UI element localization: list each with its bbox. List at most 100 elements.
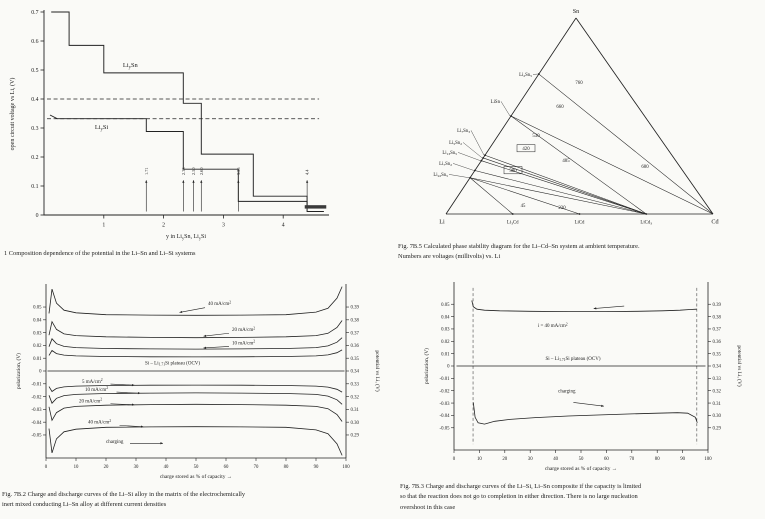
right-axis-label: potential vs Li, (V): [374, 350, 381, 392]
arrow-head: [593, 307, 597, 310]
voltage-label: 420: [522, 147, 530, 152]
right-tick-label: 0.36: [351, 344, 360, 349]
x-tick-label: 40: [553, 457, 558, 462]
y-tick-label: 0.4: [31, 97, 38, 103]
tie-line: [469, 177, 513, 215]
tie-line: [483, 157, 647, 215]
y-tick-label: 0.5: [31, 68, 38, 74]
left-tick-label: 0.02: [33, 344, 42, 349]
tie-line: [481, 160, 647, 215]
corner-label-sn: Sn: [573, 8, 580, 15]
scan-edge-bar: [304, 205, 327, 209]
curve-label: Si – Li1.71Si plateau (OCV): [545, 357, 600, 362]
arrow-head: [160, 442, 163, 445]
voltage-label: 380: [509, 169, 517, 174]
x-tick-label: 100: [342, 465, 350, 470]
series-discharge-40: [471, 300, 697, 312]
x-tick-label: 100: [704, 457, 712, 462]
left-tick-label: -0.04: [440, 414, 451, 419]
fig-7b3-caption: Fig. 7B.3 Charge and discharge curves of…: [398, 482, 764, 513]
series-label: LiySn: [123, 62, 139, 71]
arrow-head: [179, 310, 183, 314]
y-axis-label: open circuit voltage vs Li, (V): [9, 78, 16, 151]
series-charge-40: [48, 426, 343, 456]
left-tick-label: 0.02: [441, 340, 450, 345]
x-tick-label: 40: [164, 465, 169, 470]
corner-label-li: Li: [439, 219, 445, 226]
composition-marker-label: 2.60: [199, 167, 204, 175]
phase-point: [511, 213, 514, 215]
right-tick-label: 0.31: [351, 408, 360, 413]
x-axis-label: charge stored as % of capacity →: [160, 473, 232, 480]
series-charge-20: [48, 403, 343, 422]
x-tick-label: 3: [222, 223, 225, 229]
phase-label: Li22Sn5: [433, 173, 448, 178]
y-tick-label: 0.2: [31, 155, 38, 161]
right-tick-label: 0.37: [351, 331, 360, 336]
phase-point: [484, 154, 486, 157]
arrow-head: [145, 180, 148, 183]
y-tick-label: 0: [36, 213, 39, 219]
arrow-head: [192, 180, 195, 183]
tie-line: [474, 170, 647, 215]
composition-marker-label: 4.4: [305, 169, 310, 175]
phase-label: Li2Sn5: [519, 73, 532, 78]
voltage-label: 760: [575, 81, 583, 86]
right-tick-label: 0.30: [351, 421, 360, 426]
right-tick-label: 0.31: [713, 402, 722, 407]
phase-label: LiSn: [491, 100, 501, 105]
axes: 0.05 0.39 0.04 0.38 0.03 0.37 0.02 0.36 0.01 0.35…: [423, 282, 743, 472]
composition-marker-label: 2.33: [181, 167, 186, 175]
y-tick-label: 0.7: [31, 10, 38, 16]
right-tick-label: 0.35: [713, 352, 722, 357]
caption-line: Fig. 7B.2 Charge and discharge curves of…: [2, 491, 246, 498]
left-tick-label: -0.05: [440, 426, 451, 431]
left-tick-label: -0.02: [440, 389, 451, 394]
right-tick-label: 0.38: [351, 319, 360, 324]
arrow: [573, 402, 604, 407]
x-tick-label: 4: [282, 223, 285, 229]
tie-line: [510, 115, 647, 215]
fig-7b2-caption: Fig. 7B.2 Charge and discharge curves of…: [0, 490, 392, 511]
phase-point: [645, 213, 648, 215]
composition-marker-label: 2.50: [191, 167, 196, 175]
series-LiySn: [51, 11, 324, 207]
arrow-head: [203, 334, 207, 338]
arrow: [203, 346, 230, 349]
x-axis-label: charge stored as % of capacity →: [545, 465, 617, 472]
left-tick-label: 0.01: [33, 357, 42, 362]
arrow: [110, 403, 135, 406]
phase-label: Li7Sn3: [457, 129, 470, 134]
left-axis-label: polarization, (V): [15, 353, 22, 389]
left-tick-label: 0.05: [33, 306, 42, 311]
caption-line: Fig. 7B.3 Charge and discharge curves of…: [400, 483, 642, 490]
x-tick-label: 10: [74, 465, 79, 470]
corner-label-cd: Cd: [711, 219, 719, 226]
voltage-label: 45: [521, 204, 526, 209]
phase-label: Li5Sn2: [449, 141, 462, 146]
x-tick-label: 70: [629, 457, 634, 462]
left-tick-label: -0.04: [32, 421, 43, 426]
tie-line: [510, 115, 714, 215]
x-tick-label: 0: [453, 457, 456, 462]
tie-line: [484, 154, 647, 215]
phase-point: [469, 176, 471, 179]
voltage-label: 680: [641, 165, 649, 170]
phase-label: Li7Sn2: [439, 162, 452, 167]
series-discharge-5: [48, 349, 343, 358]
voltage-box: [503, 166, 523, 175]
composition-marker-label: 3.25: [236, 167, 241, 175]
series-charge-40: [472, 402, 698, 425]
x-tick-label: 20: [104, 465, 109, 470]
arrow-head: [140, 425, 144, 428]
series-discharge-10: [48, 337, 343, 350]
x-tick-label: 70: [254, 465, 259, 470]
y-tick-label: 0.6: [31, 39, 38, 45]
figure-7b3-panel: 0.05 0.39 0.04 0.38 0.03 0.37 0.02 0.36 0.01 0.35…: [398, 276, 764, 513]
series-discharge-40: [48, 286, 343, 316]
arrow: [593, 305, 625, 309]
arrow-head: [203, 346, 207, 349]
right-tick-label: 0.34: [713, 365, 722, 370]
x-tick-label: 90: [680, 457, 685, 462]
left-tick-label: 0.05: [441, 303, 450, 308]
